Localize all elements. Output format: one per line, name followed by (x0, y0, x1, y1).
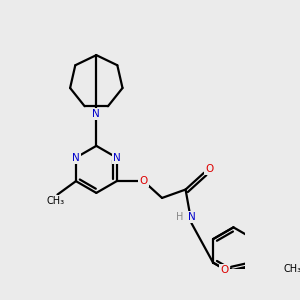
Text: O: O (140, 176, 148, 186)
Text: O: O (220, 265, 229, 275)
Text: CH₃: CH₃ (47, 196, 65, 206)
Text: N: N (113, 153, 121, 163)
Text: N: N (92, 109, 100, 119)
Text: N: N (188, 212, 195, 222)
Text: H: H (176, 212, 183, 222)
Text: CH₃: CH₃ (283, 263, 300, 274)
Text: O: O (205, 164, 213, 174)
Text: N: N (72, 153, 80, 163)
